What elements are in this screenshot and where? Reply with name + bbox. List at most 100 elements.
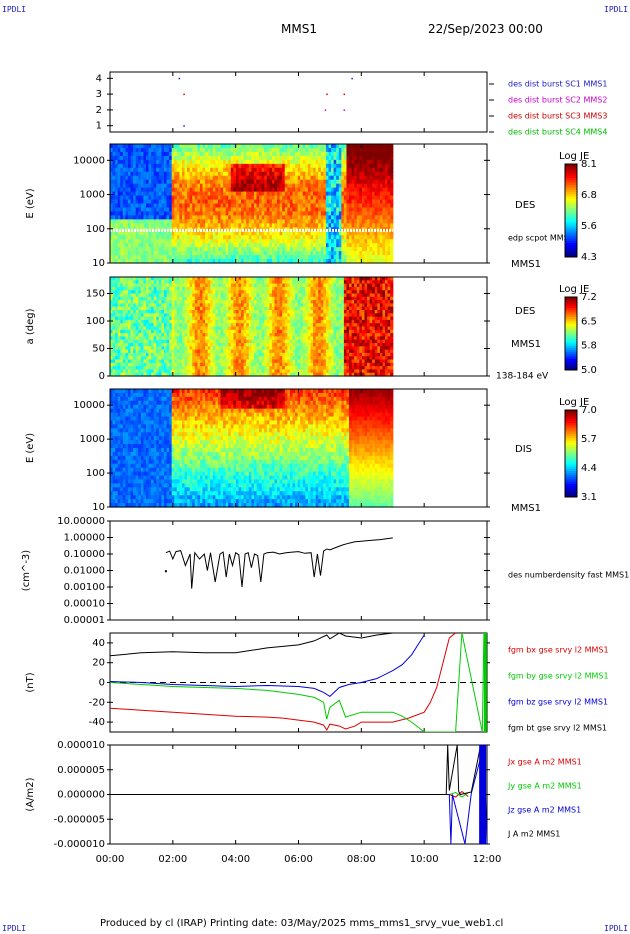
spectro-cell — [313, 199, 317, 205]
spectro-cell — [284, 235, 288, 240]
spectro-cell — [284, 175, 288, 181]
spectro-cell — [390, 171, 394, 177]
spectro-cell — [194, 319, 198, 324]
spectro-cell — [385, 187, 389, 193]
spectro-cell — [161, 183, 165, 189]
spectro-cell — [143, 362, 147, 367]
spectro-cell — [171, 255, 175, 260]
spectro-cell — [307, 219, 312, 224]
spectro-cell — [145, 366, 150, 370]
spectro-cell — [284, 147, 288, 153]
spectro-cell — [302, 227, 306, 232]
spectro-cell — [187, 144, 191, 149]
spectro-cell — [253, 183, 258, 189]
spectro-cell — [122, 167, 127, 173]
spectro-cell — [305, 191, 309, 197]
spectro-cell — [117, 231, 121, 236]
spectro-cell — [205, 336, 209, 341]
spectro-cell — [138, 277, 142, 281]
spectro-cell — [284, 151, 288, 157]
spectro-cell — [205, 286, 209, 291]
spectro-cell — [318, 195, 322, 201]
spectro-cell — [156, 366, 160, 370]
spectro-cell — [215, 147, 219, 153]
spectro-cell — [248, 239, 252, 244]
spectro-cell — [349, 163, 353, 169]
spectro-cell — [264, 231, 268, 236]
spectro-cell — [199, 369, 204, 374]
spectro-cell — [325, 183, 330, 189]
spectro-cell — [135, 259, 139, 264]
spectro-cell — [158, 259, 163, 264]
spectro-cell — [138, 339, 142, 344]
spectro-cell — [176, 175, 181, 181]
spectro-cell — [202, 286, 206, 291]
spectro-cell — [261, 163, 265, 169]
spectro-cell — [194, 255, 198, 260]
spectro-cell — [377, 195, 381, 201]
spectro-cell — [130, 343, 134, 347]
spectro-cell — [251, 239, 255, 244]
spectro-cell — [148, 211, 152, 216]
spectro-cell — [297, 155, 301, 161]
spectro-cell — [189, 144, 193, 149]
spectro-cell — [243, 223, 247, 228]
spectro-cell — [181, 313, 186, 318]
spectro-cell — [156, 316, 160, 321]
spectro-cell — [282, 175, 286, 181]
spectro-cell — [151, 247, 155, 252]
spectro-cell — [361, 243, 366, 248]
spectro-cell — [287, 195, 291, 201]
spectro-cell — [133, 183, 137, 189]
spectro-cell — [112, 362, 116, 367]
spectro-cell — [166, 144, 170, 149]
spectro-cell — [138, 183, 142, 189]
spectro-cell — [374, 151, 378, 157]
spectro-cell — [140, 372, 145, 377]
spectro-cell — [372, 187, 376, 193]
spectro-cell — [205, 349, 209, 354]
spectro-cell — [166, 219, 170, 224]
spectro-cell — [333, 215, 337, 220]
spectro-cell — [372, 211, 376, 216]
spectro-cell — [359, 151, 363, 157]
spectro-cell — [171, 310, 175, 314]
spectro-cell — [140, 203, 145, 209]
spectro-cell — [199, 255, 204, 260]
spectro-cell — [125, 319, 129, 324]
spectro-cell — [117, 259, 121, 264]
spectro-cell — [207, 243, 211, 248]
spectro-cell — [163, 300, 168, 304]
spectro-cell — [346, 195, 350, 201]
spectro-cell — [338, 144, 342, 149]
spectro-cell — [143, 303, 147, 308]
spectro-cell — [289, 167, 294, 173]
spectro-cell — [171, 319, 175, 324]
spectro-cell — [140, 251, 145, 256]
spectro-cell — [251, 207, 255, 213]
colorbar-cell — [565, 245, 577, 249]
spectro-cell — [346, 207, 350, 213]
spectro-cell — [179, 349, 183, 354]
spectro-cell — [163, 187, 168, 193]
spectro-cell — [361, 203, 366, 209]
spectro-cell — [194, 369, 198, 374]
spectro-cell — [176, 255, 181, 260]
spectro-cell — [323, 223, 327, 228]
spectro-cell — [122, 183, 127, 189]
spectro-cell — [277, 231, 281, 236]
spectro-cell — [256, 211, 260, 216]
spectro-cell — [300, 219, 304, 224]
spectro-cell — [228, 175, 232, 181]
spectro-cell — [269, 195, 273, 201]
spectro-cell — [171, 211, 175, 216]
spectro-cell — [133, 316, 137, 321]
spectro-cell — [117, 175, 121, 181]
spectro-cell — [184, 296, 188, 301]
spectro-cell — [269, 144, 273, 149]
spectro-cell — [192, 366, 196, 370]
spectro-cell — [271, 191, 276, 197]
spectro-cell — [349, 247, 353, 252]
spectro-cell — [138, 144, 142, 149]
spectro-cell — [205, 215, 209, 220]
